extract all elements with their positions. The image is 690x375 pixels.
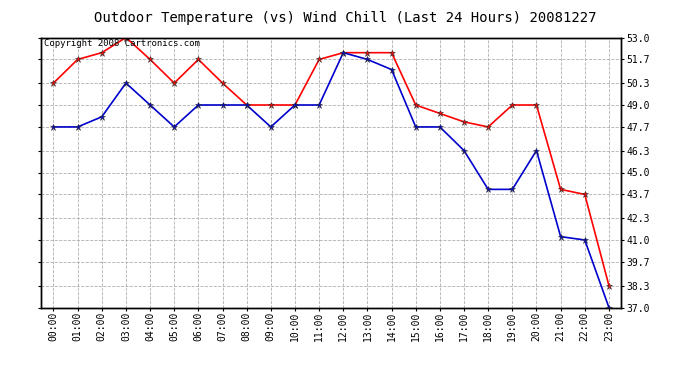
Text: Outdoor Temperature (vs) Wind Chill (Last 24 Hours) 20081227: Outdoor Temperature (vs) Wind Chill (Las… <box>94 11 596 25</box>
Text: Copyright 2008 Cartronics.com: Copyright 2008 Cartronics.com <box>44 39 200 48</box>
